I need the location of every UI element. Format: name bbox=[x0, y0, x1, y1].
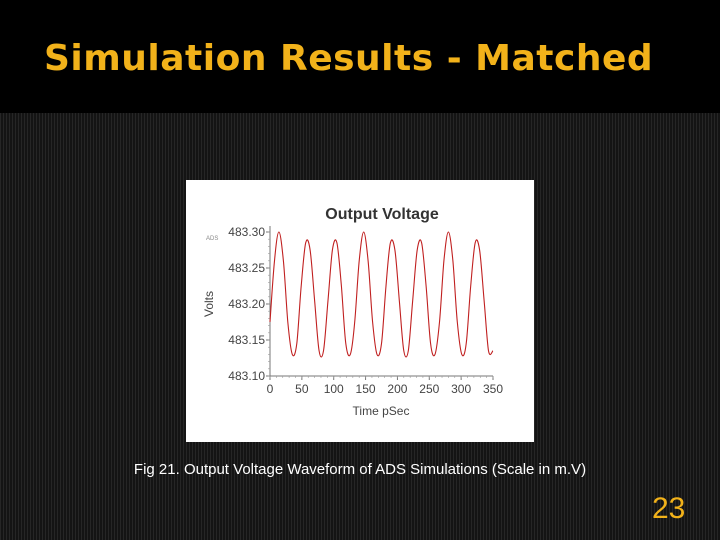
y-tick-label: 483.15 bbox=[228, 333, 265, 347]
y-tick-label: 483.25 bbox=[228, 261, 265, 275]
figure-caption: Fig 21. Output Voltage Waveform of ADS S… bbox=[133, 461, 587, 478]
x-tick-label: 50 bbox=[295, 382, 309, 396]
x-tick-label: 100 bbox=[324, 382, 344, 396]
plot-area: 483.30 483.25 483.20 483.15 483.100 50 100 150 2… bbox=[228, 225, 503, 396]
chart-title: Output Voltage bbox=[325, 206, 439, 223]
y-tick-label: 483.30 bbox=[228, 225, 265, 239]
x-tick-label: 300 bbox=[451, 382, 471, 396]
x-tick-label: 350 bbox=[483, 382, 503, 396]
x-tick-label: 150 bbox=[356, 382, 376, 396]
x-tick-label: 200 bbox=[387, 382, 407, 396]
y-tick-label: 483.20 bbox=[228, 297, 265, 311]
chart-badge: ADS bbox=[206, 236, 218, 242]
x-axis-label: Time pSec bbox=[353, 404, 410, 418]
y-axis-label: Volts bbox=[202, 291, 216, 317]
output-voltage-chart: Output Voltage ADS Volts Time pSec 483.3… bbox=[202, 206, 503, 418]
title-bar: Simulation Results - Matched bbox=[0, 0, 720, 113]
y-tick-label: 483.10 bbox=[228, 369, 265, 383]
slide-number: 23 bbox=[652, 492, 686, 525]
x-tick-label: 250 bbox=[419, 382, 439, 396]
chart-figure: Output Voltage ADS Volts Time pSec 483.3… bbox=[186, 180, 534, 442]
voltage-series-line bbox=[269, 231, 494, 358]
x-tick-label: 0 bbox=[267, 382, 274, 396]
slide-title: Simulation Results - Matched bbox=[44, 38, 654, 79]
